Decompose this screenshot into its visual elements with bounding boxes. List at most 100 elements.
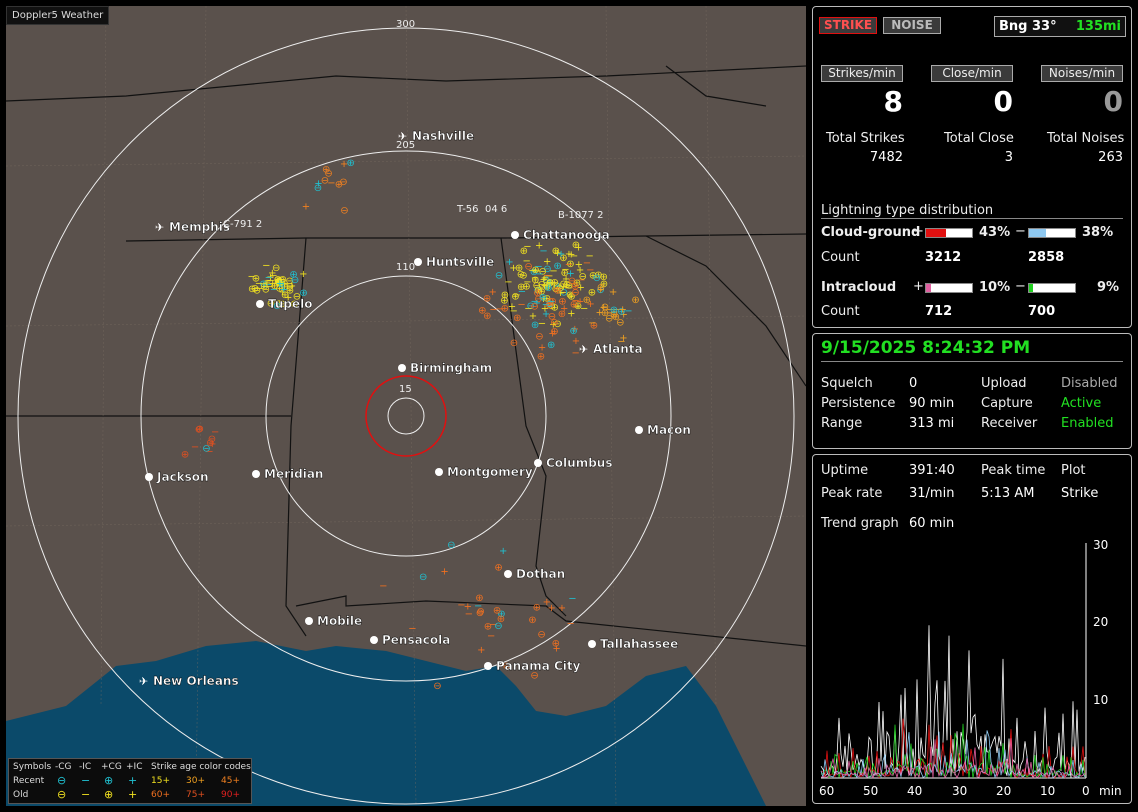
trend-graph: 30 20 10 60 50 40 30 20 10 0 min <box>819 538 1122 798</box>
strike-marker: + <box>276 279 284 290</box>
lightning-map[interactable]: ⊕ − − ⊕ ⊖ − ⊕ ⊖ ⊕ − − ⊕ + ⊕ + ⊖ ⊖ ⊕ − + ⊖ + ⊖ − ⊖ ⊖ + − ⊕ ⊕ ⊖ ⊖ ⊕ ⊕ − − ⊖ ⊕ + −… <box>6 6 806 806</box>
strike-marker: ⊖ <box>321 176 329 187</box>
strike-marker: ⊕ <box>497 614 505 625</box>
strike-marker: ⊕ <box>546 299 554 310</box>
strikes-per-min-label[interactable]: Strikes/min <box>821 65 903 82</box>
strike-marker: + <box>208 439 216 450</box>
svg-text:Tupelo: Tupelo <box>268 297 313 311</box>
strike-marker: ⊕ <box>610 305 618 316</box>
strike-marker: − <box>573 302 581 313</box>
close-per-min-label[interactable]: Close/min <box>931 65 1013 82</box>
city-dot-icon <box>484 662 492 670</box>
strike-marker: − <box>547 297 555 308</box>
range-label: Range <box>821 416 863 431</box>
strike-marker: + <box>552 644 560 655</box>
strike-marker: ⊖ <box>534 294 542 305</box>
strike-marker: − <box>531 273 539 284</box>
strike-marker: + <box>549 320 557 331</box>
strike-marker: + <box>567 250 575 261</box>
strike-marker: ⊕ <box>551 303 559 314</box>
x-tick: 30 <box>952 784 967 798</box>
noises-per-min-label[interactable]: Noises/min <box>1041 65 1123 82</box>
range-label-205: 205 <box>396 140 415 151</box>
strike-marker: ⊕ <box>501 303 509 314</box>
strike-marker: ⊕ <box>563 280 571 291</box>
city-memphis: ✈ Memphis <box>155 220 230 234</box>
age-code: 60+ <box>151 790 170 800</box>
ic-positive-bar <box>925 283 973 293</box>
strike-marker: ⊖ <box>546 297 554 308</box>
strike-marker: + <box>508 301 516 312</box>
strike-button[interactable]: STRIKE <box>819 17 877 34</box>
strike-marker: ⊕ <box>583 295 591 306</box>
city-dothan: Dothan <box>504 567 565 581</box>
plot-label: Plot <box>1061 463 1086 478</box>
strike-marker: − <box>211 427 219 438</box>
total-strikes-label: Total Strikes <box>826 131 905 146</box>
svg-text:Memphis: Memphis <box>169 220 230 234</box>
strike-marker: ⊕ <box>571 281 579 292</box>
strike-marker: − <box>539 246 547 257</box>
y-tick: 10 <box>1093 693 1108 707</box>
strike-marker: ⊕ <box>537 287 545 298</box>
strike-marker: − <box>586 265 594 276</box>
strike-marker: + <box>539 294 547 305</box>
strike-marker: ⊖ <box>543 264 551 275</box>
strike-marker: ⊕ <box>483 294 491 305</box>
strike-marker: ⊕ <box>517 282 525 293</box>
city-dot-icon <box>370 636 378 644</box>
city-atlanta: ✈ Atlanta <box>579 342 643 356</box>
strike-marker: + <box>574 243 582 254</box>
total-strikes-value: 7482 <box>869 150 903 165</box>
strike-marker: ⊖ <box>285 276 293 287</box>
city-nashville: ✈ Nashville <box>398 129 474 143</box>
strike-marker: − <box>264 276 272 287</box>
strike-marker: − <box>543 271 551 282</box>
strike-marker: ⊕ <box>531 265 539 276</box>
strike-marker: + <box>571 324 579 335</box>
strike-marker: + <box>572 336 580 347</box>
strike-marker: − <box>269 270 277 281</box>
strike-marker: − <box>287 281 295 292</box>
strike-marker: + <box>586 299 594 310</box>
neg-ic-old-icon: − <box>81 788 91 801</box>
strike-marker: ⊕ <box>274 275 282 286</box>
strike-marker: ⊖ <box>546 278 554 289</box>
strike-marker: ⊖ <box>553 281 561 292</box>
x-tick: 0 <box>1082 784 1090 798</box>
peak-time-label: Peak time <box>981 463 1046 478</box>
strike-marker: ⊖ <box>477 607 485 618</box>
strike-marker: ⊖ <box>433 681 441 692</box>
strike-marker: ⊖ <box>195 425 203 436</box>
strike-marker: + <box>505 257 513 268</box>
strike-marker: + <box>540 274 548 285</box>
ic-positive-pct: 10% <box>979 280 1011 295</box>
trend-graph-label: Trend graph <box>821 516 899 531</box>
strike-marker: ⊕ <box>558 296 566 307</box>
strike-marker: − <box>545 298 553 309</box>
strike-marker: ⊕ <box>484 622 492 633</box>
legend-col: -IC <box>79 762 92 772</box>
strike-marker: ⊕ <box>530 267 538 278</box>
city-macon: Macon <box>635 423 691 437</box>
strike-marker: ⊖ <box>601 302 609 313</box>
storm-label: B-1077 2 <box>558 210 603 221</box>
strike-marker: ⊕ <box>260 282 268 293</box>
strike-marker: ⊕ <box>601 308 609 319</box>
strike-marker: ⊕ <box>271 281 279 292</box>
strike-marker: − <box>536 285 544 296</box>
strike-marker: + <box>619 333 627 344</box>
strike-marker: − <box>613 305 621 316</box>
strike-marker: − <box>610 307 618 318</box>
strike-marker: − <box>510 306 518 317</box>
strike-marker: ⊕ <box>531 275 539 286</box>
receiver-value: Enabled <box>1061 416 1114 431</box>
noise-button[interactable]: NOISE <box>883 17 941 34</box>
strike-marker: ⊕ <box>475 593 483 604</box>
neg-cg-old-icon: ⊖ <box>57 788 67 801</box>
strike-marker: + <box>557 249 565 260</box>
strike-marker: − <box>523 256 531 267</box>
strike-marker: ⊖ <box>447 540 455 551</box>
ic-negative-bar <box>1028 283 1076 293</box>
noises-per-min-value: 0 <box>1103 85 1123 118</box>
